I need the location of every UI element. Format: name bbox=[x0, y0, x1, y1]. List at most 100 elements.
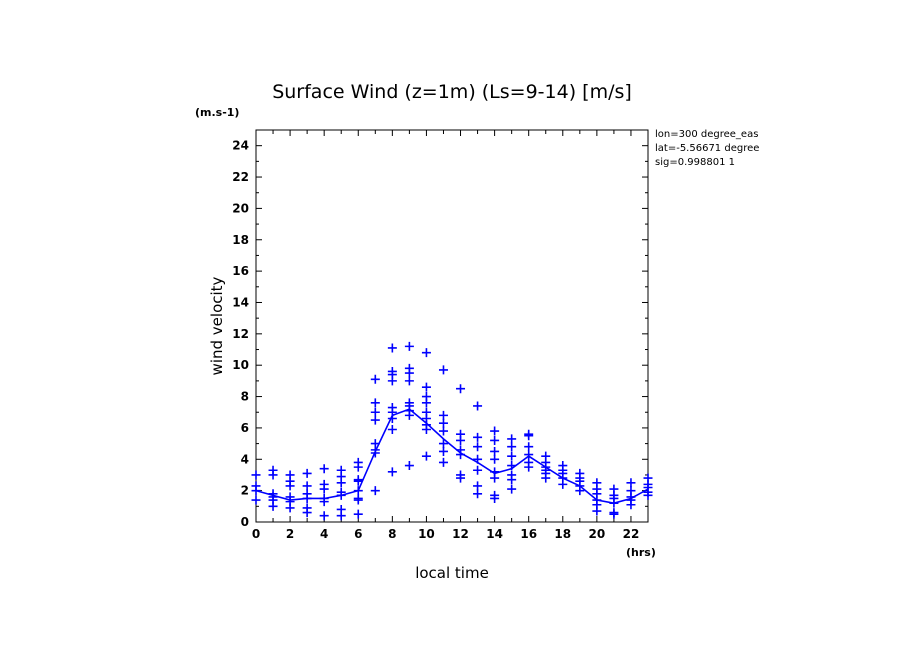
scatter-point bbox=[626, 478, 636, 488]
scatter-point bbox=[370, 415, 380, 425]
scatter-point bbox=[336, 478, 346, 488]
scatter-point bbox=[490, 435, 500, 445]
scatter-point bbox=[473, 432, 483, 442]
y-tick-label: 20 bbox=[232, 201, 249, 215]
scatter-point bbox=[251, 486, 261, 496]
scatter-point bbox=[353, 495, 363, 505]
info-sigma: sig=0.998801 1 bbox=[655, 157, 735, 168]
x-tick-label: 18 bbox=[554, 527, 571, 541]
scatter-point bbox=[490, 446, 500, 456]
x-tick-label: 6 bbox=[354, 527, 362, 541]
y-tick-label: 8 bbox=[241, 390, 249, 404]
scatter-point bbox=[575, 486, 585, 496]
scatter-point bbox=[438, 446, 448, 456]
scatter-point bbox=[319, 484, 329, 494]
scatter-point bbox=[370, 486, 380, 496]
x-tick-label: 2 bbox=[286, 527, 294, 541]
scatter-point bbox=[336, 511, 346, 521]
scatter-point bbox=[387, 424, 397, 434]
x-tick-label: 8 bbox=[388, 527, 396, 541]
x-tick-label: 4 bbox=[320, 527, 328, 541]
y-tick-label: 18 bbox=[232, 233, 249, 247]
scatter-point bbox=[473, 442, 483, 452]
scatter-point bbox=[353, 486, 363, 496]
scatter-point bbox=[353, 476, 363, 486]
scatter-point bbox=[507, 461, 517, 471]
x-tick-label: 14 bbox=[486, 527, 503, 541]
scatter-point bbox=[353, 509, 363, 519]
y-tick-label: 10 bbox=[232, 358, 249, 372]
scatter-point bbox=[421, 382, 431, 392]
x-tick-label: 10 bbox=[418, 527, 435, 541]
scatter-point bbox=[473, 401, 483, 411]
y-tick-label: 4 bbox=[241, 452, 249, 466]
scatter-point bbox=[370, 374, 380, 384]
scatter-point bbox=[404, 341, 414, 351]
scatter-point bbox=[387, 343, 397, 353]
scatter-point bbox=[251, 470, 261, 480]
scatter-point bbox=[456, 435, 466, 445]
scatter-point bbox=[490, 493, 500, 503]
scatter-point bbox=[370, 407, 380, 417]
x-unit-label: (hrs) bbox=[626, 546, 656, 559]
scatter-point bbox=[456, 473, 466, 483]
scatter-point bbox=[507, 434, 517, 444]
scatter-point bbox=[524, 462, 534, 472]
scatter-point bbox=[592, 506, 602, 516]
scatter-point bbox=[302, 481, 312, 491]
scatter-point bbox=[404, 368, 414, 378]
scatter-point bbox=[404, 461, 414, 471]
scatter-point bbox=[507, 451, 517, 461]
scatter-point bbox=[251, 495, 261, 505]
scatter-point bbox=[302, 508, 312, 518]
scatter-point bbox=[370, 448, 380, 458]
scatter-point bbox=[473, 454, 483, 464]
scatter-point bbox=[353, 462, 363, 472]
y-tick-label: 2 bbox=[241, 484, 249, 498]
scatter-point bbox=[319, 497, 329, 507]
scatter-point bbox=[473, 481, 483, 491]
scatter-point bbox=[268, 470, 278, 480]
scatter-point bbox=[456, 450, 466, 460]
info-latitude: lat=-5.56671 degree bbox=[655, 143, 759, 154]
y-tick-label: 22 bbox=[232, 170, 249, 184]
scatter-point bbox=[524, 450, 534, 460]
info-longitude: lon=300 degree_eas bbox=[655, 129, 758, 140]
scatter-point bbox=[268, 501, 278, 511]
scatter-point bbox=[609, 509, 619, 519]
x-tick-label: 20 bbox=[589, 527, 606, 541]
x-tick-label: 12 bbox=[452, 527, 469, 541]
scatter-point bbox=[456, 384, 466, 394]
scatter-point bbox=[387, 467, 397, 477]
y-tick-label: 16 bbox=[232, 264, 249, 278]
scatter-point bbox=[438, 439, 448, 449]
scatter-point bbox=[302, 493, 312, 503]
scatter-point bbox=[643, 490, 653, 500]
scatter-point bbox=[438, 426, 448, 436]
axis-ticks bbox=[255, 129, 649, 523]
scatter-point bbox=[404, 410, 414, 420]
x-tick-label: 22 bbox=[623, 527, 640, 541]
mean-wind-line bbox=[255, 408, 649, 505]
y-tick-label: 24 bbox=[232, 139, 249, 153]
scatter-point bbox=[319, 464, 329, 474]
scatter-point bbox=[558, 479, 568, 489]
scatter-point bbox=[387, 376, 397, 386]
x-axis-label: local time bbox=[415, 564, 489, 582]
scatter-point bbox=[421, 398, 431, 408]
scatter-point bbox=[438, 410, 448, 420]
x-tick-label: 0 bbox=[252, 527, 260, 541]
scatter-point bbox=[507, 442, 517, 452]
scatter-point bbox=[336, 490, 346, 500]
scatter-point bbox=[490, 454, 500, 464]
scatter-point bbox=[473, 465, 483, 475]
scatter-point bbox=[507, 475, 517, 485]
location-info: lon=300 degree_eas lat=-5.56671 degree s… bbox=[655, 129, 759, 168]
scatter-point bbox=[319, 511, 329, 521]
scatter-point bbox=[302, 468, 312, 478]
data-series bbox=[251, 341, 653, 521]
scatter-point bbox=[421, 348, 431, 358]
scatter-point bbox=[507, 484, 517, 494]
scatter-point bbox=[490, 426, 500, 436]
